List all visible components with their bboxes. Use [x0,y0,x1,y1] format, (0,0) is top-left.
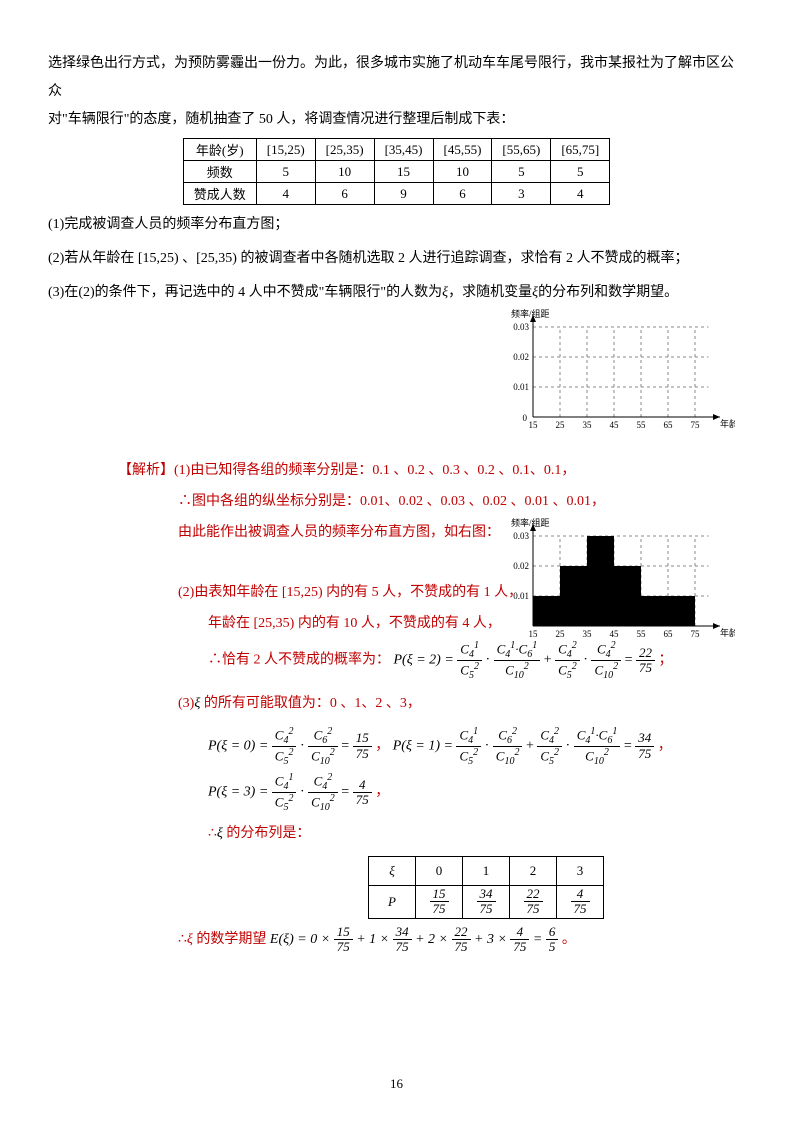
svg-text:0.03: 0.03 [513,531,529,541]
expectation: ∴ξ 的数学期望 E(ξ) = 0 × 1575 + 1 × 3475 + 2 … [178,925,745,956]
intro-line2: 对"车辆限行"的态度，随机抽查了 50 人，将调查情况进行整理后制成下表： [48,106,745,134]
svg-text:45: 45 [610,629,620,639]
svg-text:0.01: 0.01 [513,591,529,601]
solution-header: 【解析】(1)由已知得各组的频率分别是：0.1 、0.2 、0.3 、0.2 、… [118,456,745,487]
svg-text:35: 35 [583,420,593,430]
svg-text:75: 75 [691,629,701,639]
svg-text:65: 65 [664,629,674,639]
question-2: (2)若从年龄在 [15,25) 、[25,35) 的被调查者中各随机选取 2 … [48,245,745,273]
svg-text:55: 55 [637,420,647,430]
prob-0-1: P(ξ = 0) = C42C52 · C62C102 = 1575 ， P(ξ… [208,726,745,767]
solution-3a: (3)ξ 的所有可能取值为：0 、1、2 、3， [178,689,745,720]
svg-text:35: 35 [583,629,593,639]
question-1: (1)完成被调查人员的频率分布直方图； [48,211,745,239]
th-freq: 频数 [183,161,256,183]
svg-text:0: 0 [523,413,528,423]
svg-text:0.03: 0.03 [513,322,529,332]
distribution-table: ξ 0 1 2 3 P 1575 3475 2275 475 [368,856,604,919]
svg-text:0.02: 0.02 [513,352,529,362]
svg-text:75: 75 [691,420,701,430]
ylabel: 频率/组距 [511,308,550,319]
page-number: 16 [0,1076,793,1092]
empty-histogram-chart: 0.01 0.02 0.03 15 25 35 45 55 65 75 频率/组距 年龄 0 [495,307,735,442]
svg-text:55: 55 [637,629,647,639]
xlabel: 年龄 [720,418,735,429]
svg-text:25: 25 [556,420,566,430]
question-3: (3)在(2)的条件下，再记选中的 4 人中不赞成"车辆限行"的人数为ξ，求随机… [48,279,745,307]
svg-text:45: 45 [610,420,620,430]
xlabel2: 年龄 [720,627,735,638]
th-agree: 赞成人数 [183,183,256,205]
svg-text:15: 15 [529,629,539,639]
svg-text:25: 25 [556,629,566,639]
intro-line1: 选择绿色出行方式，为预防雾霾出一份力。为此，很多城市实施了机动车车尾号限行，我市… [48,50,745,106]
dist-intro: ∴ξ 的分布列是： [208,819,745,850]
solution-1b: ∴图中各组的纵坐标分别是：0.01、0.02 、0.03 、0.02 、0.01… [178,487,745,518]
prob-formula-2: P(ξ = 2) = [394,653,458,668]
filled-histogram-chart: 0.01 0.02 0.03 15 25 35 45 55 65 75 频率/组距 年龄 [495,516,735,651]
svg-text:0.01: 0.01 [513,382,529,392]
svg-text:65: 65 [664,420,674,430]
ylabel2: 频率/组距 [511,517,550,528]
prob-3: P(ξ = 3) = C41C52 · C42C102 = 475 ， [208,772,745,813]
svg-text:0.02: 0.02 [513,561,529,571]
data-table: 年龄(岁) [15,25) [25,35) [35,45) [45,55) [5… [183,138,611,205]
th-age: 年龄(岁) [183,139,256,161]
svg-text:15: 15 [529,420,539,430]
